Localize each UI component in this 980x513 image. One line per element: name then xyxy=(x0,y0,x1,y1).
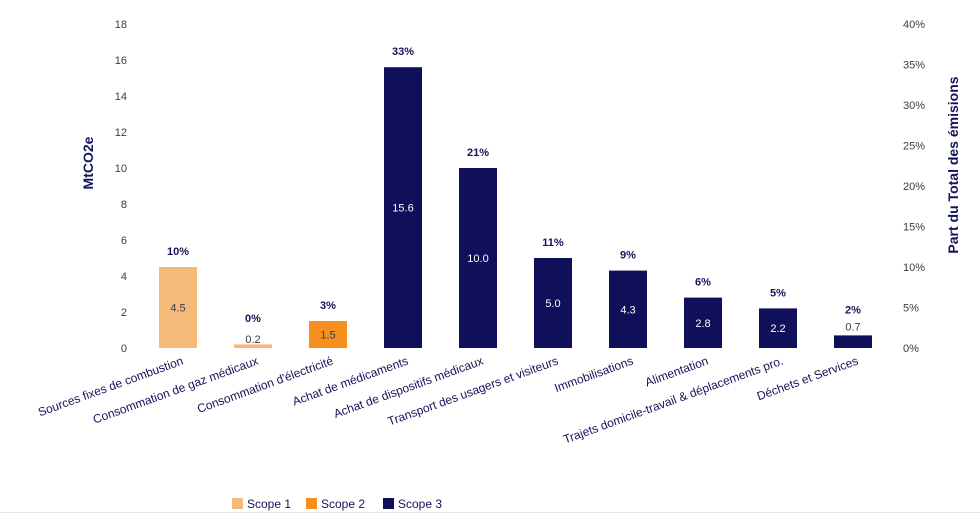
y2-tick-label: 0% xyxy=(903,343,919,355)
y-tick-label: 8 xyxy=(121,199,127,211)
legend-label: Scope 2 xyxy=(321,497,365,511)
legend: Scope 1 Scope 2 Scope 3 xyxy=(232,497,442,511)
y-tick-label: 0 xyxy=(121,343,127,355)
bar-value-label: 4.3 xyxy=(620,304,635,316)
legend-swatch xyxy=(383,498,394,509)
bar-value-label: 5.0 xyxy=(545,298,560,310)
legend-label: Scope 3 xyxy=(398,497,442,511)
y2-tick-label: 35% xyxy=(903,60,925,72)
bar xyxy=(459,168,497,348)
y2-tick-label: 20% xyxy=(903,181,925,193)
bar xyxy=(234,344,272,348)
bars-group: 4.5 10% 0.2 0% 1.5 3% 15.6 33% 10.0 21% 5.0 11% 4.3 9… xyxy=(159,46,872,348)
category-label: Immobilisations xyxy=(553,354,636,395)
bar-value-label: 2.2 xyxy=(770,323,785,335)
bar-percent-label: 33% xyxy=(392,46,414,58)
bar-value-label: 0.2 xyxy=(245,334,260,346)
category-labels: Sources fixes de combustionConsommation … xyxy=(36,354,860,447)
y2-axis-title: Part du Total des émisions xyxy=(945,76,961,253)
bar-value-label: 2.8 xyxy=(695,318,710,330)
legend-swatch xyxy=(232,498,243,509)
bar-percent-label: 11% xyxy=(542,237,564,249)
legend-label: Scope 1 xyxy=(247,497,291,511)
bar xyxy=(759,308,797,348)
bar xyxy=(609,270,647,348)
bar-value-label: 15.6 xyxy=(392,203,413,215)
bar xyxy=(159,267,197,348)
y-tick-label: 12 xyxy=(115,127,127,139)
bar-percent-label: 21% xyxy=(467,147,489,159)
bar-value-label: 1.5 xyxy=(320,330,335,342)
bar xyxy=(834,335,872,348)
y-tick-label: 10 xyxy=(115,163,127,175)
y-tick-label: 18 xyxy=(115,19,127,31)
y-axis-right: 0% 5% 10% 15% 20% 25% 30% 35% 40% xyxy=(903,19,925,355)
y-tick-label: 16 xyxy=(115,55,127,67)
y2-tick-label: 15% xyxy=(903,222,925,234)
bar xyxy=(534,258,572,348)
bar xyxy=(384,67,422,348)
bar-value-label: 4.5 xyxy=(170,303,185,315)
y-tick-label: 6 xyxy=(121,235,127,247)
bar-percent-label: 2% xyxy=(845,304,861,316)
y2-tick-label: 5% xyxy=(903,303,919,315)
y2-tick-label: 10% xyxy=(903,262,925,274)
y-tick-label: 14 xyxy=(115,91,127,103)
bar-percent-label: 0% xyxy=(245,313,261,325)
y2-tick-label: 30% xyxy=(903,100,925,112)
y-tick-label: 4 xyxy=(121,271,127,283)
bar-percent-label: 5% xyxy=(770,287,786,299)
bar-value-label: 10.0 xyxy=(467,253,488,265)
bar-percent-label: 10% xyxy=(167,246,189,258)
y-axis-left: 0 2 4 6 8 10 12 14 16 18 xyxy=(115,19,127,355)
bar-percent-label: 3% xyxy=(320,300,336,312)
bar-percent-label: 6% xyxy=(695,277,711,289)
bar xyxy=(309,321,347,348)
bar-value-label: 0.7 xyxy=(845,321,860,333)
bar xyxy=(684,297,722,348)
legend-swatch xyxy=(306,498,317,509)
y2-tick-label: 40% xyxy=(903,19,925,31)
bar-percent-label: 9% xyxy=(620,250,636,262)
category-label: Consommation d'électricité xyxy=(195,354,335,416)
y-tick-label: 2 xyxy=(121,307,127,319)
y2-tick-label: 25% xyxy=(903,141,925,153)
y-axis-title: MtCO2e xyxy=(80,136,96,189)
